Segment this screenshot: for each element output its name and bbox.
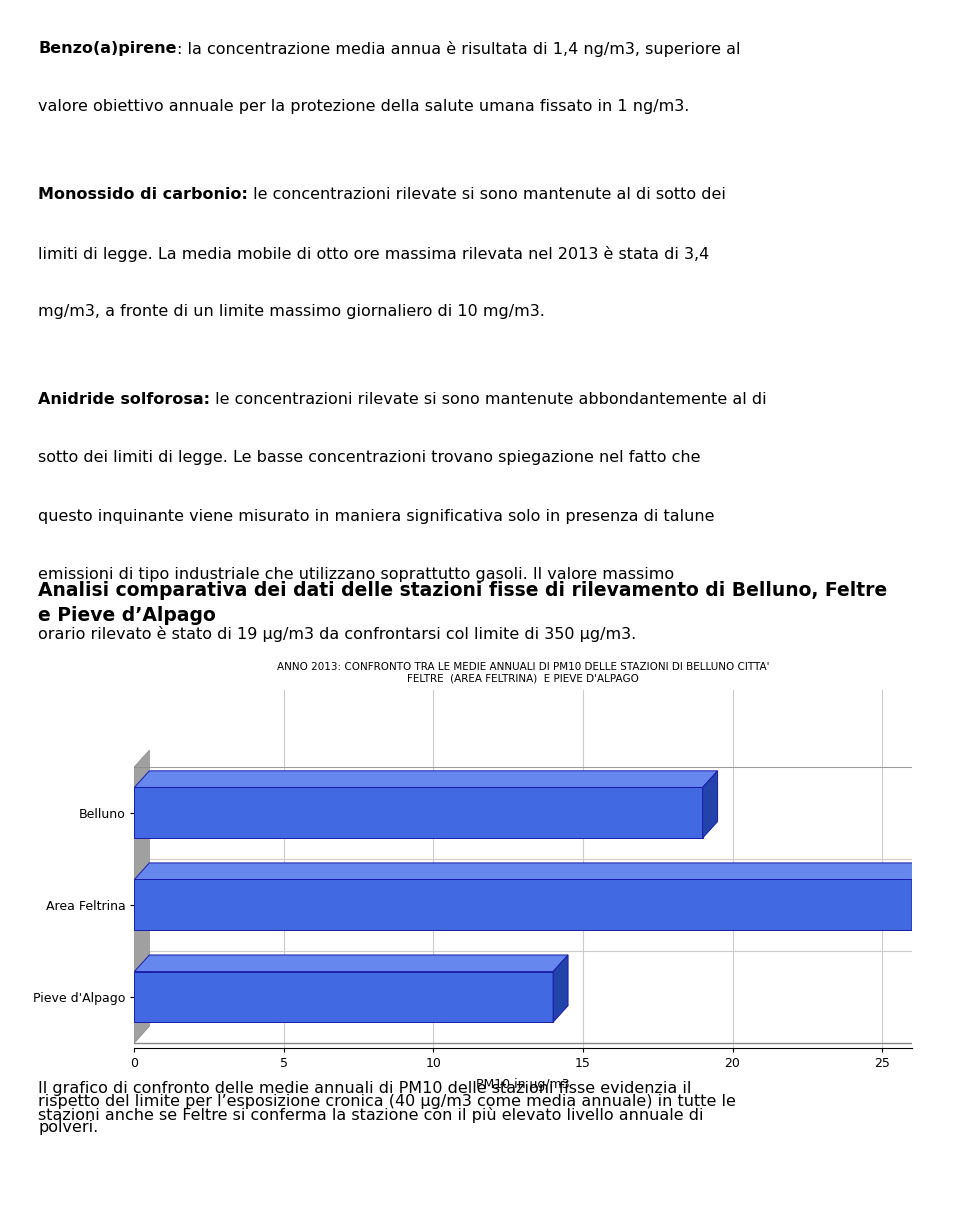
Text: emissioni di tipo industriale che utilizzano soprattutto gasoli. Il valore massi: emissioni di tipo industriale che utiliz…	[38, 567, 675, 582]
Text: mg/m3, a fronte di un limite massimo giornaliero di 10 mg/m3.: mg/m3, a fronte di un limite massimo gio…	[38, 304, 545, 320]
Polygon shape	[912, 863, 927, 930]
Text: le concentrazioni rilevate si sono mantenute al di sotto dei: le concentrazioni rilevate si sono mante…	[249, 188, 726, 202]
Text: polveri.: polveri.	[38, 1119, 99, 1135]
Polygon shape	[134, 971, 553, 1022]
Text: rispetto del limite per l’esposizione cronica (40 μg/m3 come media annuale) in t: rispetto del limite per l’esposizione cr…	[38, 1095, 736, 1109]
Text: sotto dei limiti di legge. Le basse concentrazioni trovano spiegazione nel fatto: sotto dei limiti di legge. Le basse conc…	[38, 450, 701, 465]
Text: valore obiettivo annuale per la protezione della salute umana fissato in 1 ng/m3: valore obiettivo annuale per la protezio…	[38, 99, 690, 114]
Polygon shape	[703, 771, 718, 838]
Polygon shape	[134, 771, 718, 787]
X-axis label: PM10 in μg/m3: PM10 in μg/m3	[476, 1078, 570, 1091]
Text: orario rilevato è stato di 19 μg/m3 da confrontarsi col limite di 350 μg/m3.: orario rilevato è stato di 19 μg/m3 da c…	[38, 626, 636, 642]
Text: le concentrazioni rilevate si sono mantenute abbondantemente al di: le concentrazioni rilevate si sono mante…	[210, 392, 767, 407]
Title: ANNO 2013: CONFRONTO TRA LE MEDIE ANNUALI DI PM10 DELLE STAZIONI DI BELLUNO CITT: ANNO 2013: CONFRONTO TRA LE MEDIE ANNUAL…	[276, 662, 770, 684]
Polygon shape	[553, 955, 568, 1022]
Polygon shape	[134, 750, 150, 1043]
Text: limiti di legge. La media mobile di otto ore massima rilevata nel 2013 è stata d: limiti di legge. La media mobile di otto…	[38, 246, 709, 262]
Text: Anidride solforosa:: Anidride solforosa:	[38, 392, 210, 407]
Polygon shape	[134, 955, 568, 971]
Text: Il grafico di confronto delle medie annuali di PM10 delle stazioni fisse evidenz: Il grafico di confronto delle medie annu…	[38, 1081, 692, 1096]
Polygon shape	[134, 879, 912, 930]
Text: Benzo(a)pirene: Benzo(a)pirene	[38, 41, 177, 56]
Text: stazioni anche se Feltre si conferma la stazione con il più elevato livello annu: stazioni anche se Feltre si conferma la …	[38, 1107, 704, 1123]
Text: Monossido di carbonio:: Monossido di carbonio:	[38, 188, 249, 202]
Polygon shape	[134, 787, 703, 838]
Text: Analisi comparativa dei dati delle stazioni fisse di rilevamento di Belluno, Fel: Analisi comparativa dei dati delle stazi…	[38, 581, 888, 625]
Text: questo inquinante viene misurato in maniera significativa solo in presenza di ta: questo inquinante viene misurato in mani…	[38, 509, 715, 524]
Polygon shape	[134, 863, 927, 879]
Text: : la concentrazione media annua è risultata di 1,4 ng/m3, superiore al: : la concentrazione media annua è risult…	[177, 41, 740, 57]
